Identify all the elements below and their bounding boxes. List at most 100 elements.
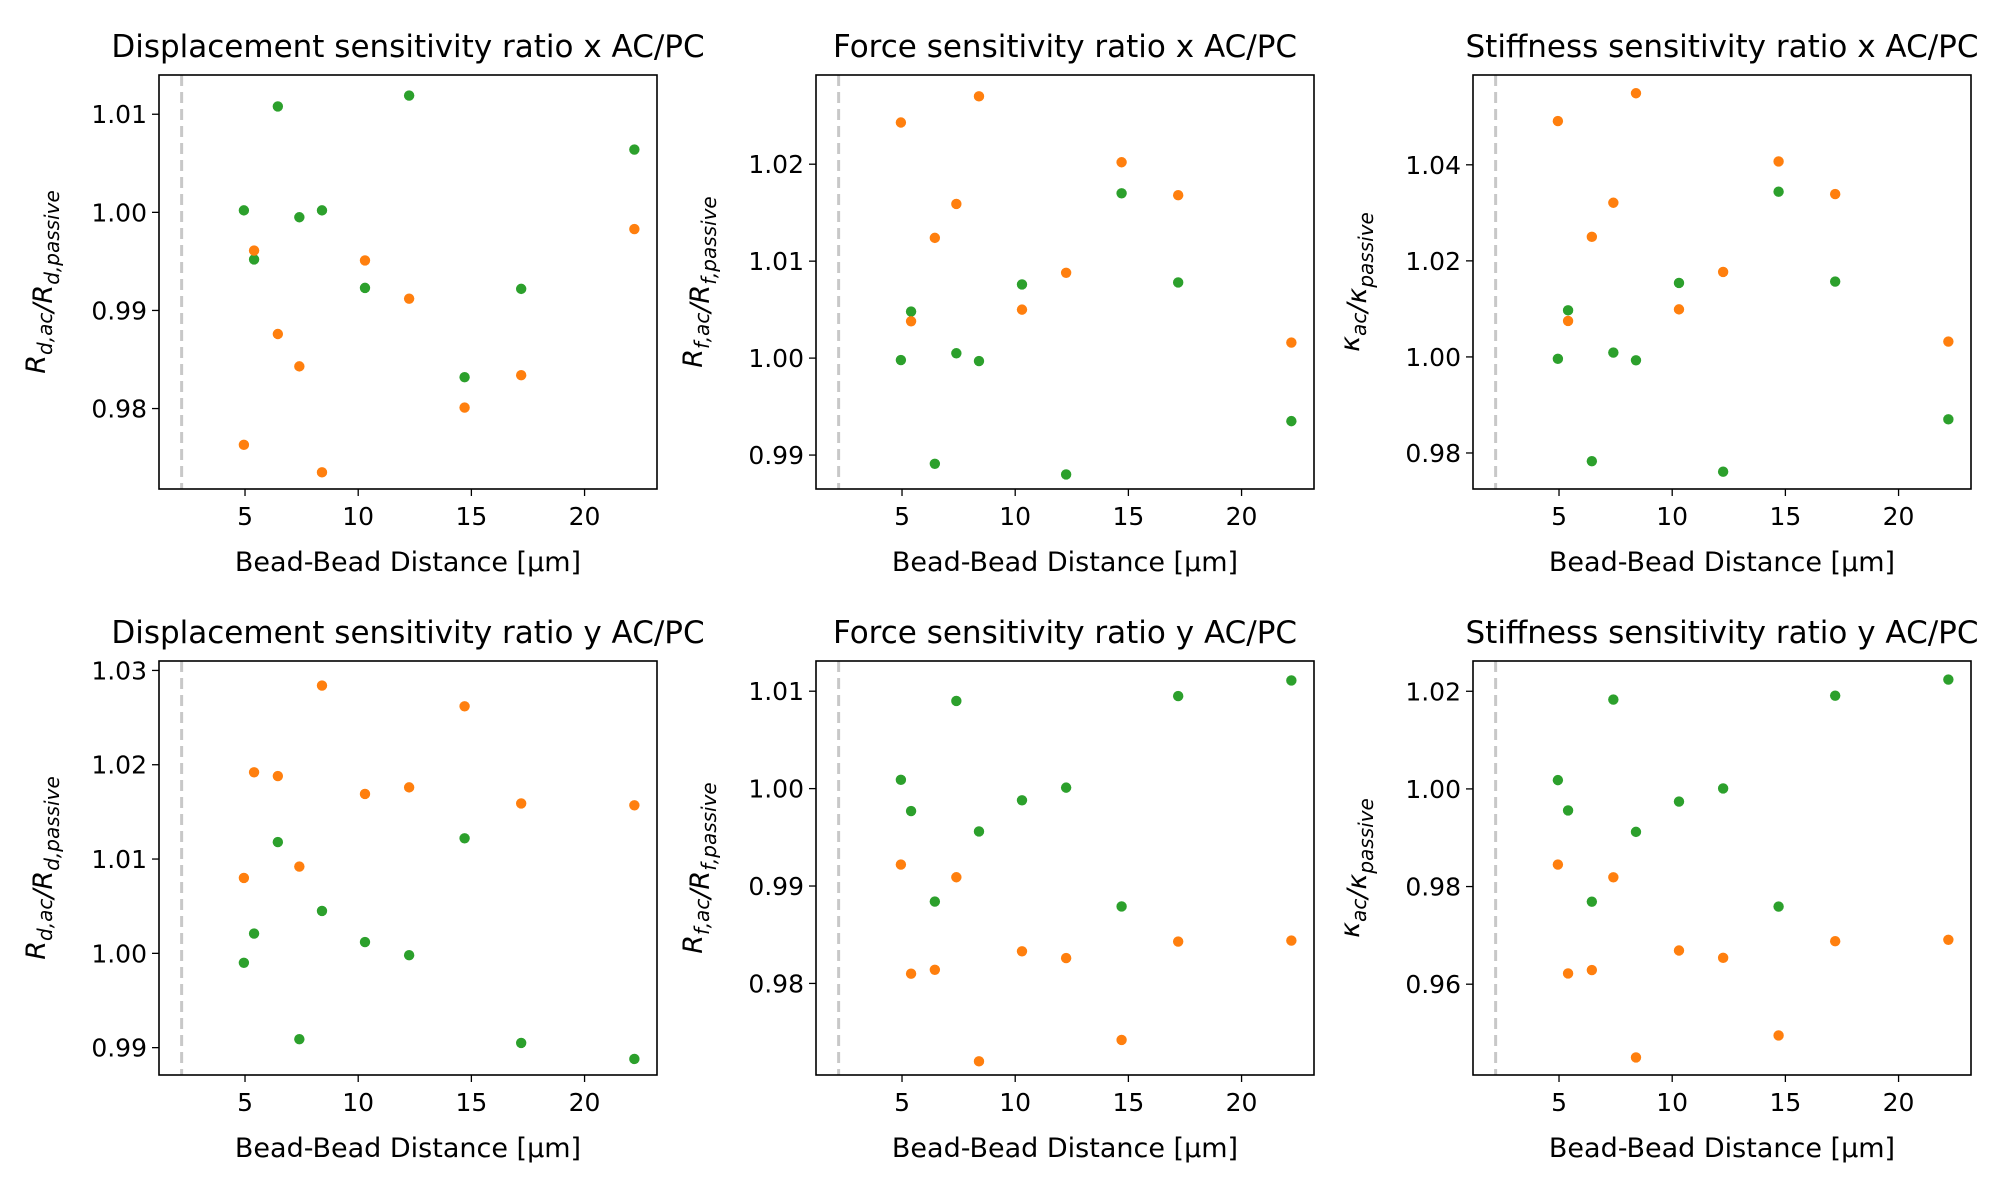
data-point-green (459, 833, 470, 844)
x-axis-label: Bead-Bead Distance [μm] (1549, 547, 1895, 578)
data-point-green (1060, 469, 1072, 480)
data-point-green (1630, 826, 1642, 838)
data-point-orange (1586, 231, 1598, 243)
data-point-orange (238, 439, 250, 451)
data-point-green (403, 90, 415, 101)
data-point-orange (1717, 266, 1729, 278)
y-axis-label: Rd,ac/Rd,passive (21, 776, 64, 960)
data-point-green (248, 254, 260, 265)
data-point-green (1943, 414, 1954, 425)
axes-frame (158, 74, 658, 490)
data-point-orange (1562, 315, 1574, 327)
data-point-green (1562, 805, 1574, 816)
x-tick-label: 5 (237, 1088, 253, 1117)
subplot-stiff-x: 5 10 15 20 0.98 1.00 1.02 1.04 Stiffness sensiti… (1335, 29, 1979, 578)
data-point-green (895, 774, 907, 786)
chart-title: Force sensitivity ratio y AC/PC (833, 615, 1297, 651)
data-point-orange (1608, 197, 1619, 208)
x-tick-label: 5 (1551, 502, 1567, 531)
data-point-orange (515, 369, 527, 381)
data-point-orange (1717, 952, 1729, 964)
y-axis-label: κac/κpassive (1335, 798, 1378, 938)
y-tick-label: 1.02 (91, 751, 147, 780)
data-point-green (1608, 347, 1619, 358)
data-point-orange (929, 232, 941, 244)
x-axis-label: Bead-Bead Distance [μm] (235, 1133, 581, 1164)
data-point-orange (1172, 190, 1184, 201)
data-point-green (1829, 276, 1841, 287)
data-point-orange (1630, 88, 1642, 99)
data-point-orange (272, 770, 284, 782)
x-axis-label: Bead-Bead Distance [μm] (892, 1133, 1238, 1164)
data-point-orange (403, 782, 415, 793)
x-tick-label: 15 (1112, 1088, 1144, 1117)
data-point-green (294, 1033, 305, 1045)
chart-title: Displacement sensitivity ratio x AC/PC (111, 29, 704, 65)
y-tick-label: 0.99 (91, 1034, 147, 1063)
data-point-orange (1116, 157, 1127, 168)
data-point-green (1172, 690, 1184, 702)
y-tick-label: 1.01 (748, 247, 804, 276)
data-point-green (905, 306, 917, 317)
data-point-green (1116, 901, 1127, 912)
data-point-green (1673, 277, 1685, 289)
y-tick-label: 1.00 (91, 939, 147, 968)
y-axis-label: Rd,ac/Rd,passive (21, 190, 64, 374)
data-point-green (1943, 674, 1954, 685)
y-tick-label: 0.99 (748, 441, 804, 470)
data-point-green (1172, 277, 1184, 288)
y-tick-label: 1.00 (748, 775, 804, 804)
data-point-green (1717, 466, 1729, 477)
data-point-green (359, 282, 371, 294)
x-tick-label: 20 (1226, 1088, 1258, 1117)
data-point-orange (1673, 945, 1685, 956)
data-point-orange (1608, 872, 1619, 883)
x-tick-label: 10 (1656, 1088, 1688, 1117)
data-point-orange (1172, 936, 1184, 947)
data-point-green (515, 283, 527, 295)
data-point-green (316, 905, 328, 917)
data-point-orange (1060, 267, 1072, 278)
data-point-orange (629, 800, 640, 811)
data-point-orange (1552, 859, 1564, 870)
data-point-orange (1673, 304, 1685, 315)
chart-title: Stiffness sensitivity ratio x AC/PC (1465, 29, 1978, 65)
data-point-green (316, 205, 328, 216)
data-point-green (459, 371, 470, 383)
data-point-green (929, 896, 941, 907)
data-point-orange (895, 859, 907, 870)
data-point-green (895, 354, 907, 366)
x-tick-label: 15 (455, 502, 487, 531)
y-tick-label: 1.00 (1405, 775, 1461, 804)
data-point-green (1286, 415, 1297, 427)
data-point-orange (359, 255, 371, 266)
y-axis-label: κac/κpassive (1335, 212, 1378, 352)
data-point-green (1116, 188, 1127, 199)
data-point-orange (951, 872, 962, 883)
data-point-orange (294, 861, 305, 872)
data-point-orange (1630, 1052, 1642, 1063)
y-axis-label: Rf,ac/Rf,passive (678, 196, 721, 368)
data-point-green (1552, 353, 1564, 365)
x-tick-label: 10 (1656, 502, 1688, 531)
y-tick-label: 1.02 (748, 150, 804, 179)
chart-title: Stiffness sensitivity ratio y AC/PC (1465, 615, 1978, 651)
y-tick-label: 0.98 (91, 395, 147, 424)
y-tick-label: 1.00 (91, 198, 147, 227)
x-tick-label: 20 (1883, 1088, 1915, 1117)
y-tick-label: 1.02 (1405, 247, 1461, 276)
data-point-orange (1586, 964, 1598, 976)
data-point-orange (1016, 304, 1028, 315)
x-tick-label: 20 (1226, 502, 1258, 531)
y-tick-label: 0.98 (748, 969, 804, 998)
x-axis-label: Bead-Bead Distance [μm] (892, 547, 1238, 578)
data-point-orange (238, 872, 250, 884)
y-tick-label: 1.01 (748, 677, 804, 706)
axes-frame (158, 660, 658, 1076)
data-point-orange (359, 788, 371, 800)
data-point-orange (1829, 936, 1841, 947)
data-point-green (1016, 795, 1028, 806)
data-point-orange (1286, 337, 1297, 348)
